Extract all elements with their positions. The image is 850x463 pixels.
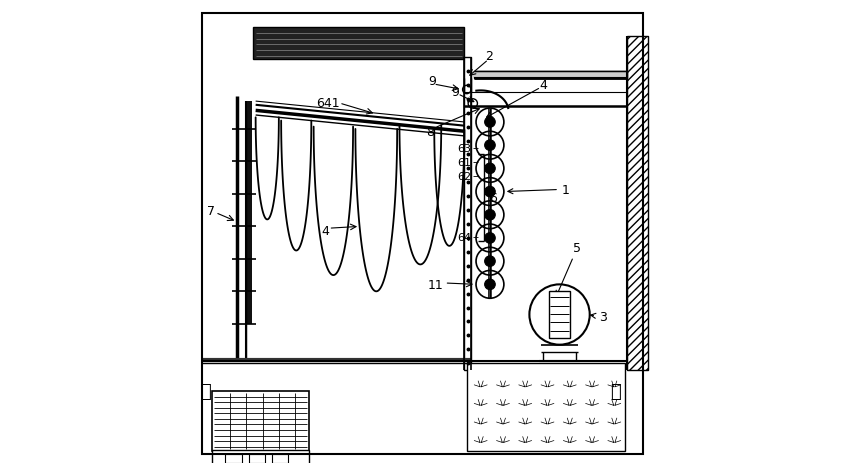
Bar — [626, 37, 648, 370]
Text: 4: 4 — [540, 79, 547, 92]
Text: 9: 9 — [428, 75, 436, 88]
Circle shape — [484, 187, 496, 197]
Bar — [467, 363, 625, 451]
Text: 7: 7 — [207, 204, 215, 217]
Bar — [249, 454, 265, 463]
Bar — [272, 454, 288, 463]
Text: 2: 2 — [485, 50, 493, 63]
Bar — [464, 58, 472, 370]
Bar — [626, 37, 648, 370]
Circle shape — [484, 141, 496, 151]
Text: 3: 3 — [591, 311, 607, 324]
Bar — [246, 102, 252, 324]
Circle shape — [484, 210, 496, 220]
Text: 左: 左 — [201, 382, 212, 400]
Circle shape — [484, 118, 496, 128]
Text: 64: 64 — [457, 232, 472, 242]
Text: 8: 8 — [426, 125, 434, 138]
Bar — [253, 28, 464, 60]
Text: 5: 5 — [556, 241, 581, 296]
Text: 11: 11 — [428, 278, 444, 291]
Bar — [473, 72, 626, 79]
Text: 4: 4 — [321, 225, 329, 238]
Bar — [225, 454, 241, 463]
Text: 右: 右 — [609, 382, 620, 400]
Text: 63: 63 — [457, 144, 472, 154]
Bar — [212, 450, 309, 463]
Text: 61: 61 — [457, 158, 472, 168]
Circle shape — [484, 280, 496, 290]
Circle shape — [484, 233, 496, 244]
Bar — [473, 72, 626, 79]
Text: 9: 9 — [451, 86, 459, 99]
Bar — [549, 292, 570, 338]
Circle shape — [484, 257, 496, 267]
Circle shape — [484, 164, 496, 174]
Text: 641: 641 — [315, 96, 339, 109]
Text: 6: 6 — [489, 192, 497, 205]
Text: 62: 62 — [457, 172, 472, 182]
Text: 1: 1 — [508, 183, 570, 196]
Bar — [212, 391, 309, 451]
